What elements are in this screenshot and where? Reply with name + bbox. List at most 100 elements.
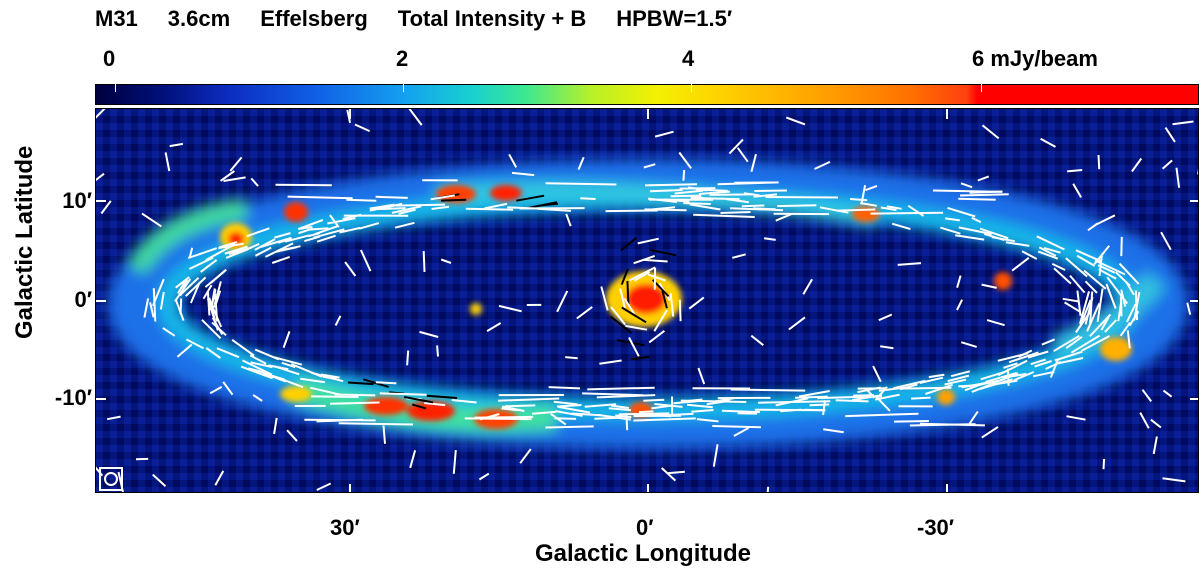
polarization-vector	[693, 213, 755, 218]
polarization-vector	[950, 370, 971, 378]
polarization-vector	[608, 407, 631, 412]
polarization-vector	[555, 410, 583, 417]
polarization-vector	[1021, 250, 1038, 260]
polarization-vector	[178, 277, 200, 297]
polarization-vector	[1094, 214, 1116, 226]
polarization-vector	[1141, 389, 1153, 402]
polarization-vector	[264, 372, 287, 383]
polarization-vector	[465, 207, 514, 211]
polarization-vector	[242, 359, 273, 376]
polarization-vector	[758, 400, 831, 404]
polarization-vector	[960, 341, 977, 348]
polarization-vector	[1120, 236, 1123, 257]
polarization-vector	[860, 185, 867, 205]
polarization-vector	[1053, 334, 1080, 353]
polarization-vector	[404, 396, 434, 404]
polarization-vector	[281, 361, 296, 369]
title-object: M31	[95, 6, 138, 31]
polarization-vector	[286, 429, 298, 442]
polarization-vector	[981, 283, 997, 289]
polarization-vector	[1075, 249, 1102, 263]
polarization-vector	[152, 473, 167, 487]
polarization-vector	[268, 364, 289, 371]
polarization-vector	[669, 293, 675, 317]
polarization-vector	[945, 217, 960, 222]
polarization-vector	[224, 245, 248, 255]
polarization-vector	[728, 138, 744, 155]
polarization-vector	[880, 206, 897, 212]
polarization-vector	[860, 202, 877, 207]
polarization-vector	[654, 130, 674, 138]
polarization-vector	[1152, 436, 1158, 455]
polarization-vector	[311, 371, 344, 383]
polarization-vector	[508, 153, 518, 168]
polarization-vector	[96, 172, 105, 182]
polarization-vector	[643, 258, 668, 263]
polarization-vector	[795, 395, 828, 399]
polarization-vector	[956, 299, 963, 311]
polarization-vector	[580, 197, 596, 200]
polarization-vector	[553, 400, 578, 406]
polarization-vector	[736, 147, 749, 163]
axis-ticks	[96, 109, 1198, 492]
polarization-vector	[1161, 159, 1173, 170]
polarization-vector	[347, 381, 374, 386]
polarization-vector	[678, 151, 692, 169]
polarization-vector	[733, 427, 750, 437]
polarization-vector	[647, 273, 666, 282]
polarization-vector	[777, 204, 817, 208]
colorbar	[95, 84, 1199, 105]
polarization-vector	[1102, 458, 1106, 470]
polarization-vector	[1175, 167, 1181, 188]
polarization-vector	[516, 194, 545, 202]
polarization-vector	[947, 374, 970, 383]
polarization-vector	[1067, 169, 1083, 173]
polarization-vector	[159, 291, 165, 310]
polarization-vector	[1005, 241, 1030, 247]
polarization-vector	[250, 177, 259, 187]
polarization-vector	[223, 176, 246, 182]
polarization-vector	[997, 352, 1029, 362]
polarization-vector	[1072, 183, 1082, 198]
polarization-vector	[1038, 246, 1057, 257]
polarization-vector	[1006, 368, 1010, 386]
polarization-vector	[1030, 358, 1046, 366]
polarization-vector	[872, 365, 882, 383]
polarization-vector	[354, 123, 371, 133]
emission-knots	[220, 185, 1132, 429]
polarization-vector	[382, 425, 386, 444]
polarization-vector	[375, 381, 397, 385]
polarization-vector	[254, 246, 272, 257]
polarization-vector	[637, 237, 659, 245]
polarization-vector	[696, 418, 719, 423]
polarization-vector	[750, 334, 764, 346]
polarization-vector	[1003, 372, 1027, 379]
x-tick-label: 0′	[636, 515, 654, 540]
polarization-vector	[1097, 154, 1101, 170]
polarization-vector	[845, 412, 919, 418]
polarization-vector	[631, 355, 650, 361]
polarization-vector	[431, 205, 450, 210]
polarization-vector	[1126, 330, 1131, 349]
polarization-vector	[582, 392, 644, 397]
polarization-vector	[149, 302, 155, 318]
polarization-vector	[1089, 291, 1094, 326]
polarization-vector	[765, 196, 839, 199]
polarization-vector	[216, 347, 240, 359]
polarization-vector	[750, 153, 757, 173]
polarization-vector	[1040, 137, 1056, 148]
polarization-vector	[316, 482, 332, 491]
polarization-vector	[329, 214, 340, 228]
polarization-vector	[557, 404, 582, 408]
polarization-vector	[406, 350, 410, 366]
polarization-vector	[214, 290, 222, 305]
x-axis-label: Galactic Longitude	[535, 540, 752, 567]
radio-map	[95, 108, 1199, 493]
y-tick-label: 10′	[62, 188, 92, 213]
polarization-vector	[565, 356, 578, 360]
polarization-vector	[893, 420, 929, 423]
figure-title: M31 3.6cm Effelsberg Total Intensity + B…	[95, 6, 762, 36]
title-quantity: Total Intensity + B	[397, 6, 587, 31]
polarization-vector	[1078, 299, 1092, 328]
polarization-vector	[979, 378, 1013, 390]
